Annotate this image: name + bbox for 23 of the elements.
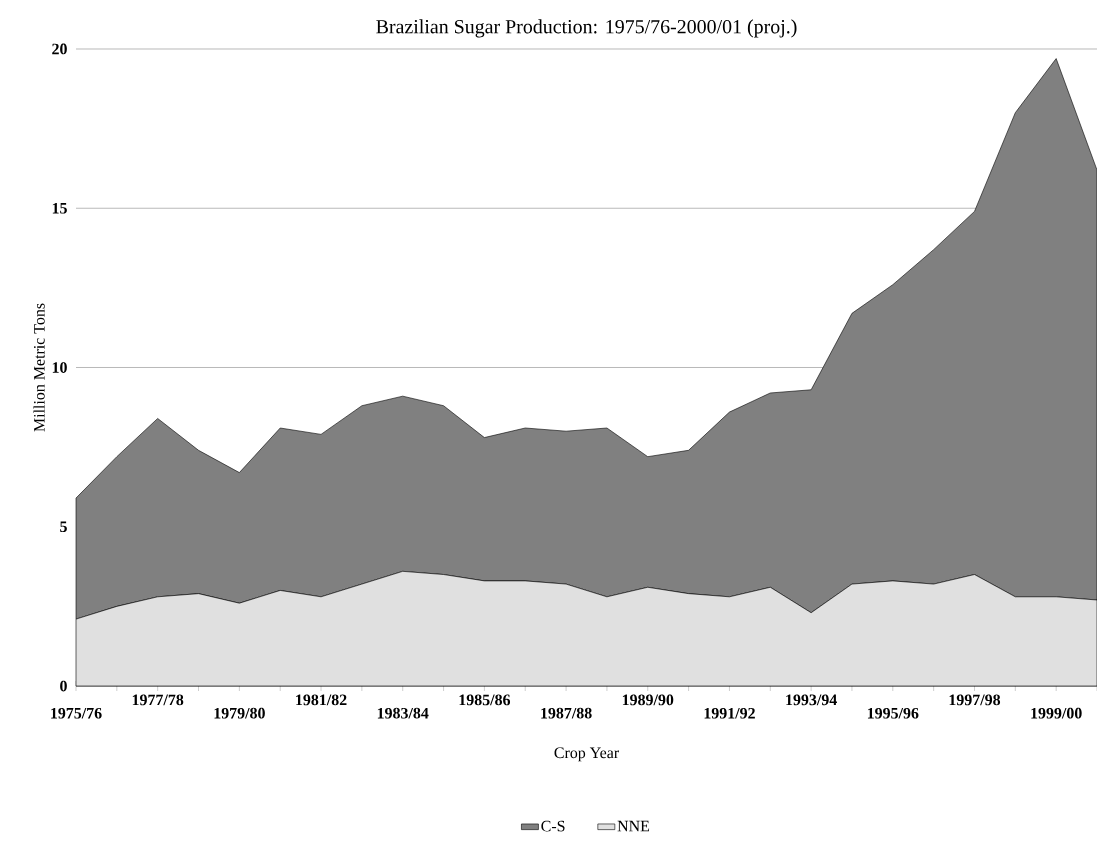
x-tick-label: 1979/80: [214, 707, 265, 719]
legend-label: C-S: [541, 820, 565, 832]
y-tick-label: 10: [52, 362, 67, 373]
legend-label: NNE: [617, 820, 650, 832]
y-tick-label: 15: [52, 202, 67, 214]
x-tick-label: 1983/84: [377, 707, 429, 719]
x-tick-label: 1997/98: [949, 694, 1001, 706]
x-tick-label: 1991/92: [704, 707, 755, 719]
x-tick-label: 1989/90: [622, 694, 674, 706]
y-tick-label: 5: [60, 521, 67, 533]
y-axis-title: Million Metric Tons: [33, 303, 45, 432]
x-tick-label: 1981/82: [296, 694, 347, 706]
x-tick-label: 1993/94: [786, 694, 837, 706]
chart-title: Brazilian Sugar Production: 1975/76-2000/01 (proj.): [376, 19, 797, 38]
x-tick-label: 1977/78: [132, 694, 184, 706]
x-tick-label: 1995/96: [867, 707, 919, 719]
x-tick-label: 1987/88: [541, 707, 592, 719]
x-tick-label: 1985/86: [459, 694, 511, 706]
x-tick-label: 1999/00: [1031, 707, 1082, 719]
x-axis-title: Crop Year: [554, 747, 619, 762]
x-tick-label: 1975/76: [51, 707, 102, 719]
y-tick-label: 0: [60, 680, 67, 692]
y-tick-label: 20: [52, 43, 67, 55]
